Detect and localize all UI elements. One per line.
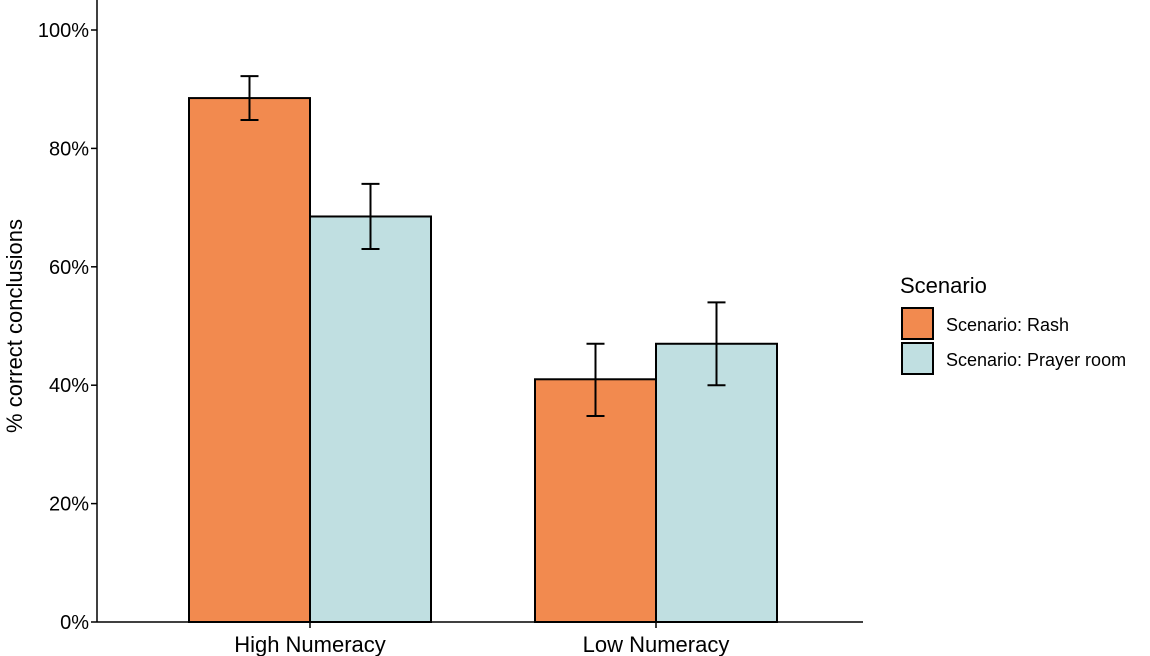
legend-key — [901, 342, 934, 375]
bar — [309, 215, 432, 623]
y-axis-title: % correct conclusions — [2, 219, 27, 433]
legend-label: Scenario: Rash — [946, 315, 1069, 335]
x-tick-label: High Numeracy — [234, 632, 386, 656]
y-tick-label: 0% — [60, 612, 89, 634]
y-tick-label: 60% — [49, 257, 89, 279]
y-tick-label: 100% — [38, 20, 89, 42]
y-tick-label: 20% — [49, 494, 89, 516]
x-tick-label: Low Numeracy — [583, 632, 730, 656]
legend-label: Scenario: Prayer room — [946, 350, 1126, 370]
bar — [655, 342, 778, 623]
x-axis-ticks: High Numeracy Low Numeracy — [234, 622, 729, 656]
y-tick-label: 80% — [49, 138, 89, 160]
y-tick-label: 40% — [49, 375, 89, 397]
bars — [188, 97, 778, 623]
legend-title: Scenario — [900, 273, 987, 298]
legend-key — [901, 307, 934, 340]
legend: Scenario Scenario: Rash Scenario: Prayer … — [900, 273, 1126, 375]
error-bars — [240, 75, 726, 417]
y-axis-ticks: 0% 20% 40% 60% 80% 100% — [38, 20, 97, 634]
bar — [188, 97, 311, 623]
